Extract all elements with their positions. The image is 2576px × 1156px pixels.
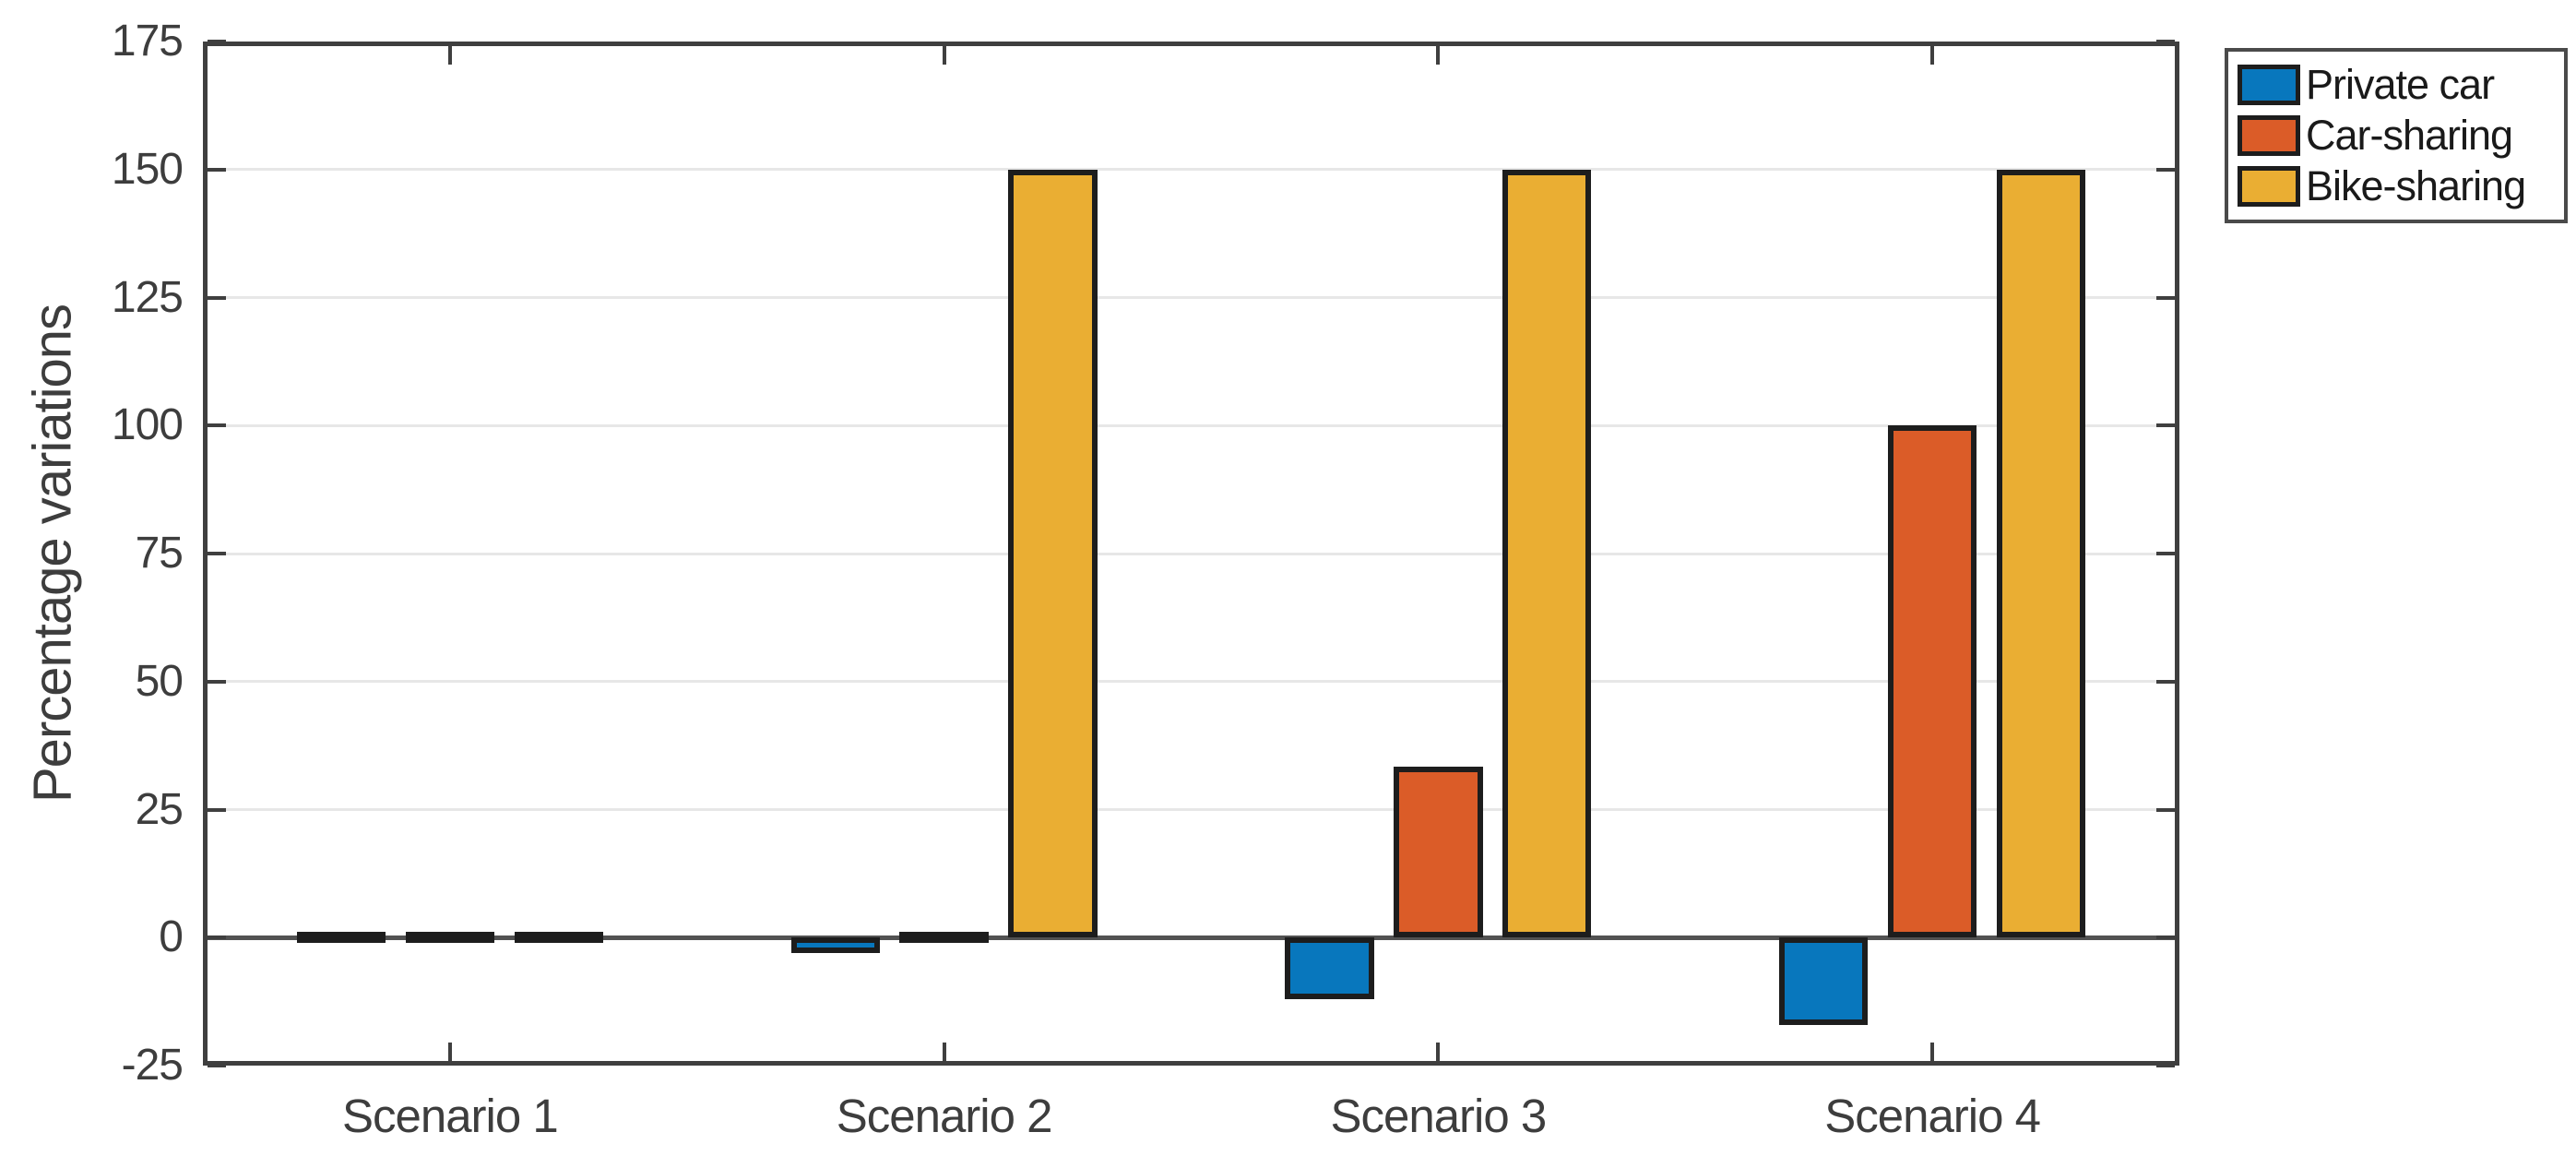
y-tick-left-50 (208, 679, 226, 684)
x-tick-label-2: Scenario 2 (836, 1090, 1053, 1142)
bar-private-car-scenario-4 (1779, 937, 1869, 1025)
x-tick-top-4 (1930, 46, 1935, 65)
axis-left (203, 42, 208, 1066)
bar-private-car-scenario-2 (790, 937, 880, 953)
bar-car-sharing-scenario-1 (405, 932, 495, 944)
x-tick-top-1 (447, 46, 452, 65)
y-tick-left-125 (208, 295, 226, 300)
y-tick-right-100 (2156, 423, 2175, 428)
y-tick-label-100: 100 (111, 400, 184, 450)
bar-car-sharing-scenario-2 (899, 932, 989, 944)
x-tick-label-4: Scenario 4 (1824, 1090, 2041, 1142)
x-tick-bottom-1 (447, 1043, 452, 1061)
y-tick-right-75 (2156, 552, 2175, 555)
gridline-y125 (203, 296, 2179, 299)
y-tick-left-100 (208, 423, 226, 428)
y-tick-right-125 (2156, 295, 2175, 300)
legend-item-car-sharing: Car-sharing (2238, 112, 2555, 160)
bar-bike-sharing-scenario-4 (1996, 169, 2086, 938)
bar-car-sharing-scenario-4 (1887, 425, 1977, 938)
y-tick-label-0: 0 (159, 912, 184, 962)
gridline-y100 (203, 423, 2179, 427)
y-tick-right-25 (2156, 807, 2175, 812)
y-tick-label-75: 75 (135, 529, 184, 578)
x-tick-top-3 (1436, 46, 1441, 65)
y-tick-label-150: 150 (111, 144, 184, 194)
legend-box: Private car Car-sharing Bike-sharing (2225, 48, 2568, 223)
gridline-y25 (203, 808, 2179, 811)
y-tick-left-75 (208, 552, 226, 555)
y-tick-right--25 (2156, 1064, 2175, 1067)
y-tick-left--25 (208, 1064, 226, 1067)
y-tick-label-50: 50 (135, 656, 184, 706)
y-tick-label-175: 175 (111, 17, 184, 66)
legend-label-car-sharing: Car-sharing (2306, 112, 2513, 159)
y-tick-left-0 (208, 936, 226, 940)
y-tick-label-25: 25 (135, 784, 184, 834)
axis-top (203, 42, 2179, 46)
bar-bike-sharing-scenario-3 (1502, 169, 1592, 938)
y-tick-label--25: -25 (121, 1041, 184, 1090)
x-tick-bottom-2 (942, 1043, 946, 1061)
x-tick-label-3: Scenario 3 (1330, 1090, 1547, 1142)
legend-item-bike-sharing: Bike-sharing (2238, 162, 2555, 210)
gridline-y150 (203, 168, 2179, 172)
gridline-y75 (203, 552, 2179, 555)
x-tick-label-1: Scenario 1 (341, 1090, 559, 1142)
zero-baseline (203, 935, 2179, 940)
gridline-y50 (203, 680, 2179, 684)
bar-car-sharing-scenario-3 (1394, 767, 1483, 938)
plot-area (203, 40, 2179, 1067)
x-tick-top-2 (942, 46, 946, 65)
legend-swatch-bike-sharing (2238, 166, 2300, 207)
axis-right (2175, 42, 2179, 1066)
legend-swatch-car-sharing (2238, 115, 2300, 156)
bar-private-car-scenario-3 (1285, 937, 1374, 999)
axis-bottom (203, 1061, 2179, 1066)
x-tick-bottom-4 (1930, 1043, 1935, 1061)
y-tick-left-150 (208, 167, 226, 172)
x-tick-bottom-3 (1436, 1043, 1441, 1061)
y-tick-right-150 (2156, 167, 2175, 172)
bar-bike-sharing-scenario-2 (1008, 169, 1098, 938)
bar-bike-sharing-scenario-1 (514, 932, 603, 944)
legend-item-private-car: Private car (2238, 61, 2555, 109)
bar-private-car-scenario-1 (296, 932, 386, 944)
y-tick-right-0 (2156, 936, 2175, 940)
y-tick-right-50 (2156, 679, 2175, 684)
y-tick-left-25 (208, 807, 226, 812)
y-tick-label-125: 125 (111, 272, 184, 322)
legend-label-bike-sharing: Bike-sharing (2306, 162, 2526, 209)
legend-label-private-car: Private car (2306, 61, 2495, 108)
legend-swatch-private-car (2238, 65, 2300, 105)
